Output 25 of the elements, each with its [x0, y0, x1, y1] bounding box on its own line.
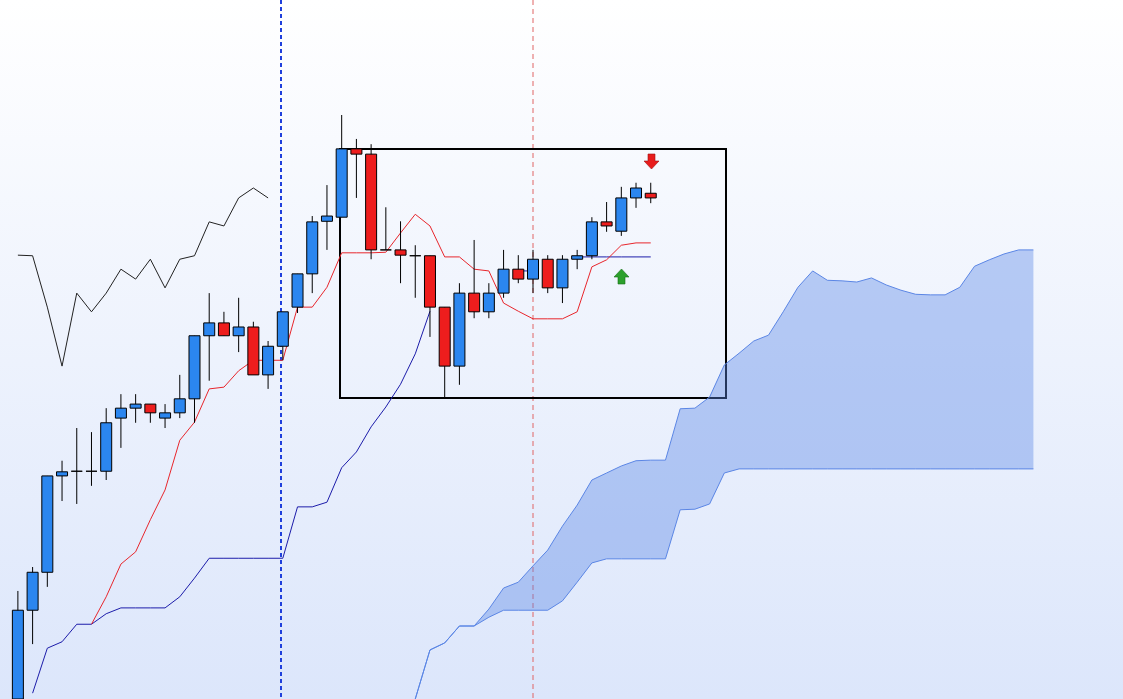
candlestick	[173, 374, 186, 419]
candlestick	[85, 431, 98, 487]
candlestick	[320, 184, 333, 251]
candlestick	[379, 206, 392, 251]
candlestick	[350, 138, 363, 199]
candlestick	[600, 201, 613, 233]
candlestick	[159, 403, 172, 429]
candlestick	[114, 393, 127, 449]
candlestick	[232, 297, 245, 353]
candlestick	[571, 249, 584, 270]
candlestick	[409, 244, 422, 299]
candlestick	[644, 182, 657, 204]
candlestick	[129, 393, 142, 424]
candlestick	[70, 427, 83, 505]
candlestick	[144, 403, 157, 424]
candlestick	[497, 249, 510, 299]
candlestick	[527, 249, 540, 294]
candlestick	[394, 220, 407, 284]
candlestick	[56, 460, 69, 502]
candlestick	[482, 282, 495, 319]
candlestick	[630, 182, 643, 209]
candlestick	[512, 254, 525, 284]
candlestick	[203, 292, 216, 382]
candlestick	[468, 239, 481, 319]
candlestick	[217, 311, 230, 337]
